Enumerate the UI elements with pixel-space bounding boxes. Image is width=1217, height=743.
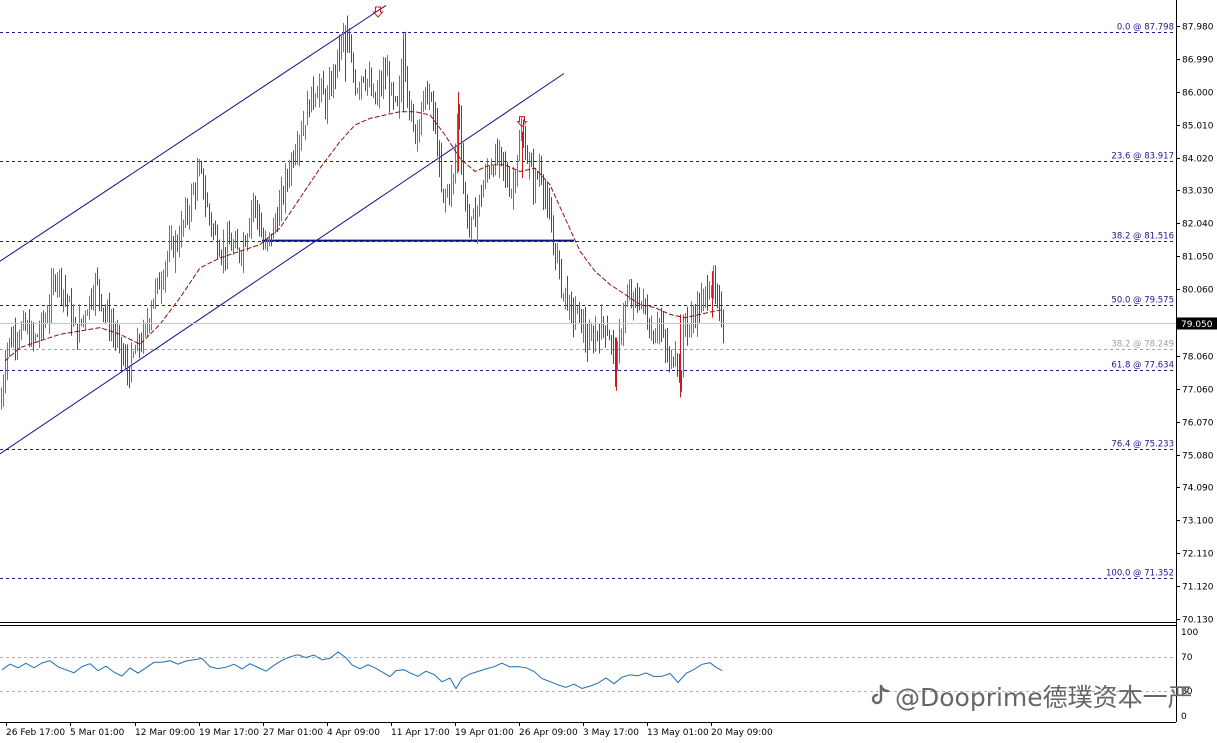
fib-label: 0.0 @ 87.798 [1117,23,1174,33]
price-tick-label: 82.040 [1182,220,1214,230]
time-tick-label: 20 May 09:00 [711,728,773,738]
time-tick-label: 3 May 17:00 [583,728,639,738]
time-tick-label: 4 Apr 09:00 [327,728,380,738]
rsi-tick-label: 70 [1181,653,1193,663]
fib-label: 23.6 @ 83.917 [1111,152,1174,162]
fib-label: 50.0 @ 79.575 [1111,296,1174,306]
time-tick-label: 5 Mar 01:00 [70,728,125,738]
current-price-box [1177,317,1217,330]
channel-line [0,4,387,262]
time-axis[interactable]: 26 Feb 17:00 5 Mar 01:00 12 Mar 09:00 19 Ma… [6,722,773,738]
candlestick-series [1,15,724,410]
trend-channel[interactable] [0,4,574,455]
current-price-label: 79.050 [1181,320,1213,330]
price-tick-label: 73.100 [1182,517,1214,527]
price-tick-label: 86.000 [1182,89,1214,99]
watermark: @Dooprime德璞资本一严 [871,683,1193,712]
time-tick-label: 12 Mar 09:00 [135,728,195,738]
price-tick-label: 80.060 [1182,286,1214,296]
rsi-tick-label: 30 [1181,687,1193,697]
fractal-arrows [372,6,528,128]
down-arrow-icon [516,116,528,128]
rsi-line [1,651,723,690]
price-tick-label: 76.070 [1182,419,1214,429]
time-tick-label: 19 Apr 01:00 [455,728,514,738]
price-tick-label: 74.090 [1182,484,1214,494]
watermark-text: @Dooprime德璞资本一严 [895,683,1193,712]
price-tick-label: 86.990 [1182,56,1214,66]
time-tick-label: 11 Apr 17:00 [391,728,450,738]
price-tick-label: 84.020 [1182,155,1214,165]
fib-label: 61.8 @ 77.634 [1111,361,1174,371]
rsi-indicator [0,651,1176,692]
ma-line [4,111,725,362]
current-price-marker: 79.050 [0,317,1217,330]
rsi-tick-label: 0 [1181,712,1187,722]
tiktok-note-icon [871,684,890,705]
moving-average-line [4,111,725,362]
fib-label: 38.2 @ 81.516 [1111,232,1174,242]
fib-label: 100.0 @ 71.352 [1106,569,1174,579]
price-tick-label: 81.050 [1182,253,1214,263]
down-arrow-icon [372,6,384,18]
price-tick-label: 83.030 [1182,187,1214,197]
price-tick-label: 75.080 [1182,452,1214,462]
time-tick-label: 19 Mar 17:00 [199,728,259,738]
time-tick-label: 26 Feb 17:00 [6,728,65,738]
price-tick-label: 85.010 [1182,122,1214,132]
fib-label: 38.2 @ 78.249 [1111,340,1174,350]
price-tick-label: 72.110 [1182,550,1214,560]
rsi-axis: 100 70 30 0 [1181,628,1198,722]
price-tick-label: 71.120 [1182,583,1214,593]
fib-label: 76.4 @ 75.233 [1111,440,1174,450]
time-tick-label: 13 May 01:00 [647,728,709,738]
fibonacci-levels[interactable]: 0.0 @ 87.798 23.6 @ 83.917 38.2 @ 81.516 50… [0,23,1176,579]
time-tick-label: 27 Mar 01:00 [263,728,323,738]
price-tick-label: 78.060 [1182,353,1214,363]
rsi-tick-label: 100 [1181,628,1198,638]
channel-line [0,73,565,455]
price-tick-label: 70.130 [1182,616,1214,626]
price-tick-label: 77.060 [1182,386,1214,396]
time-tick-label: 26 Apr 09:00 [519,728,578,738]
price-tick-label: 87.980 [1182,23,1214,33]
